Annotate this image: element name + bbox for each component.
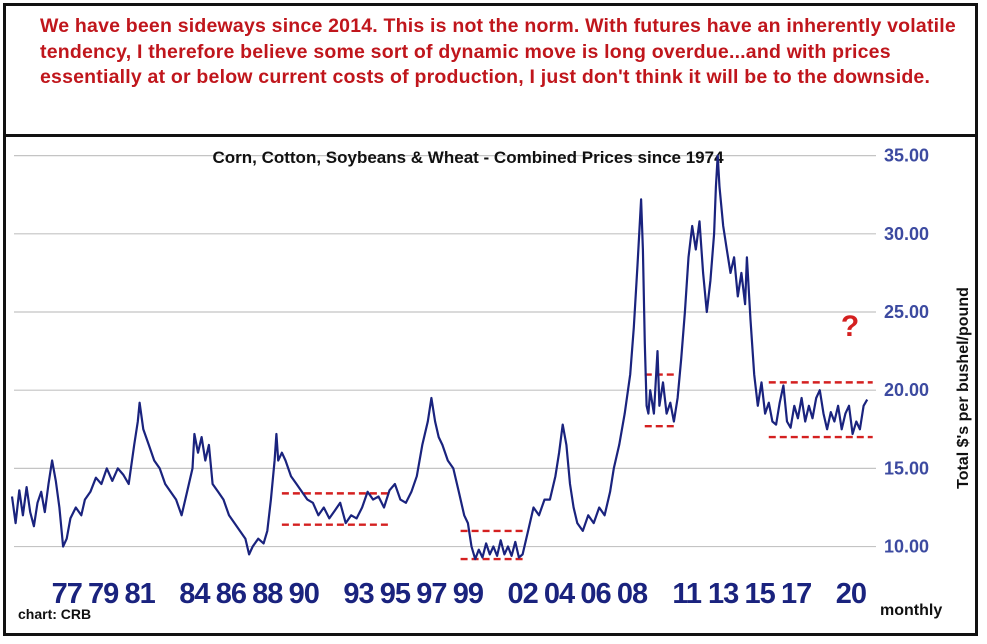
x-tick-label: 93 [343, 578, 374, 610]
x-tick-label: 84 [179, 578, 210, 610]
x-tick-label: 02 [507, 578, 537, 610]
y-tick-label: 15.00 [884, 458, 929, 478]
x-tick-label: 97 [416, 578, 446, 610]
x-tick-label: 79 [88, 578, 119, 610]
source-label: chart: CRB [18, 606, 91, 622]
y-tick-label: 30.00 [884, 224, 929, 244]
x-tick-label: 20 [836, 578, 866, 610]
x-tick-label: 11 [672, 578, 702, 610]
series-line [10, 154, 869, 561]
x-tick-label: 15 [745, 578, 776, 610]
x-tick-label: 13 [708, 578, 739, 610]
commentary-text: We have been sideways since 2014. This i… [6, 6, 975, 137]
x-tick-label: 88 [252, 578, 283, 610]
x-tick-label: 90 [289, 578, 319, 610]
sideways-ranges [281, 373, 873, 561]
y-tick-labels: 10.00 15.00 20.00 25.00 30.00 35.00 [884, 146, 929, 557]
x-tick-label: 17 [781, 578, 811, 610]
chart-frame [3, 3, 978, 636]
x-tick-label: 86 [216, 578, 247, 610]
gridlines [14, 155, 876, 548]
x-tick-label: 06 [580, 578, 611, 610]
x-tick-label: 08 [617, 578, 648, 610]
question-mark-annotation: ? [841, 310, 859, 343]
y-tick-label: 20.00 [884, 380, 929, 400]
x-tick-label: 95 [380, 578, 411, 610]
x-tick-label: 81 [125, 578, 156, 610]
y-tick-label: 35.00 [884, 146, 929, 166]
x-tick-label: 99 [453, 578, 484, 610]
frequency-label: monthly [880, 602, 942, 619]
x-tick-label: 77 [52, 578, 82, 610]
chart-title: Corn, Cotton, Soybeans & Wheat - Combine… [212, 148, 724, 167]
y-tick-label: 10.00 [884, 537, 929, 557]
y-axis-label: Total $'s per bushel/pound [955, 287, 972, 489]
x-tick-labels: 77 79 81 84 86 88 90 93 95 97 99 02 04 06 08 11 13 15 17 20 [52, 578, 867, 610]
y-tick-label: 25.00 [884, 302, 929, 322]
x-tick-label: 04 [544, 578, 575, 610]
